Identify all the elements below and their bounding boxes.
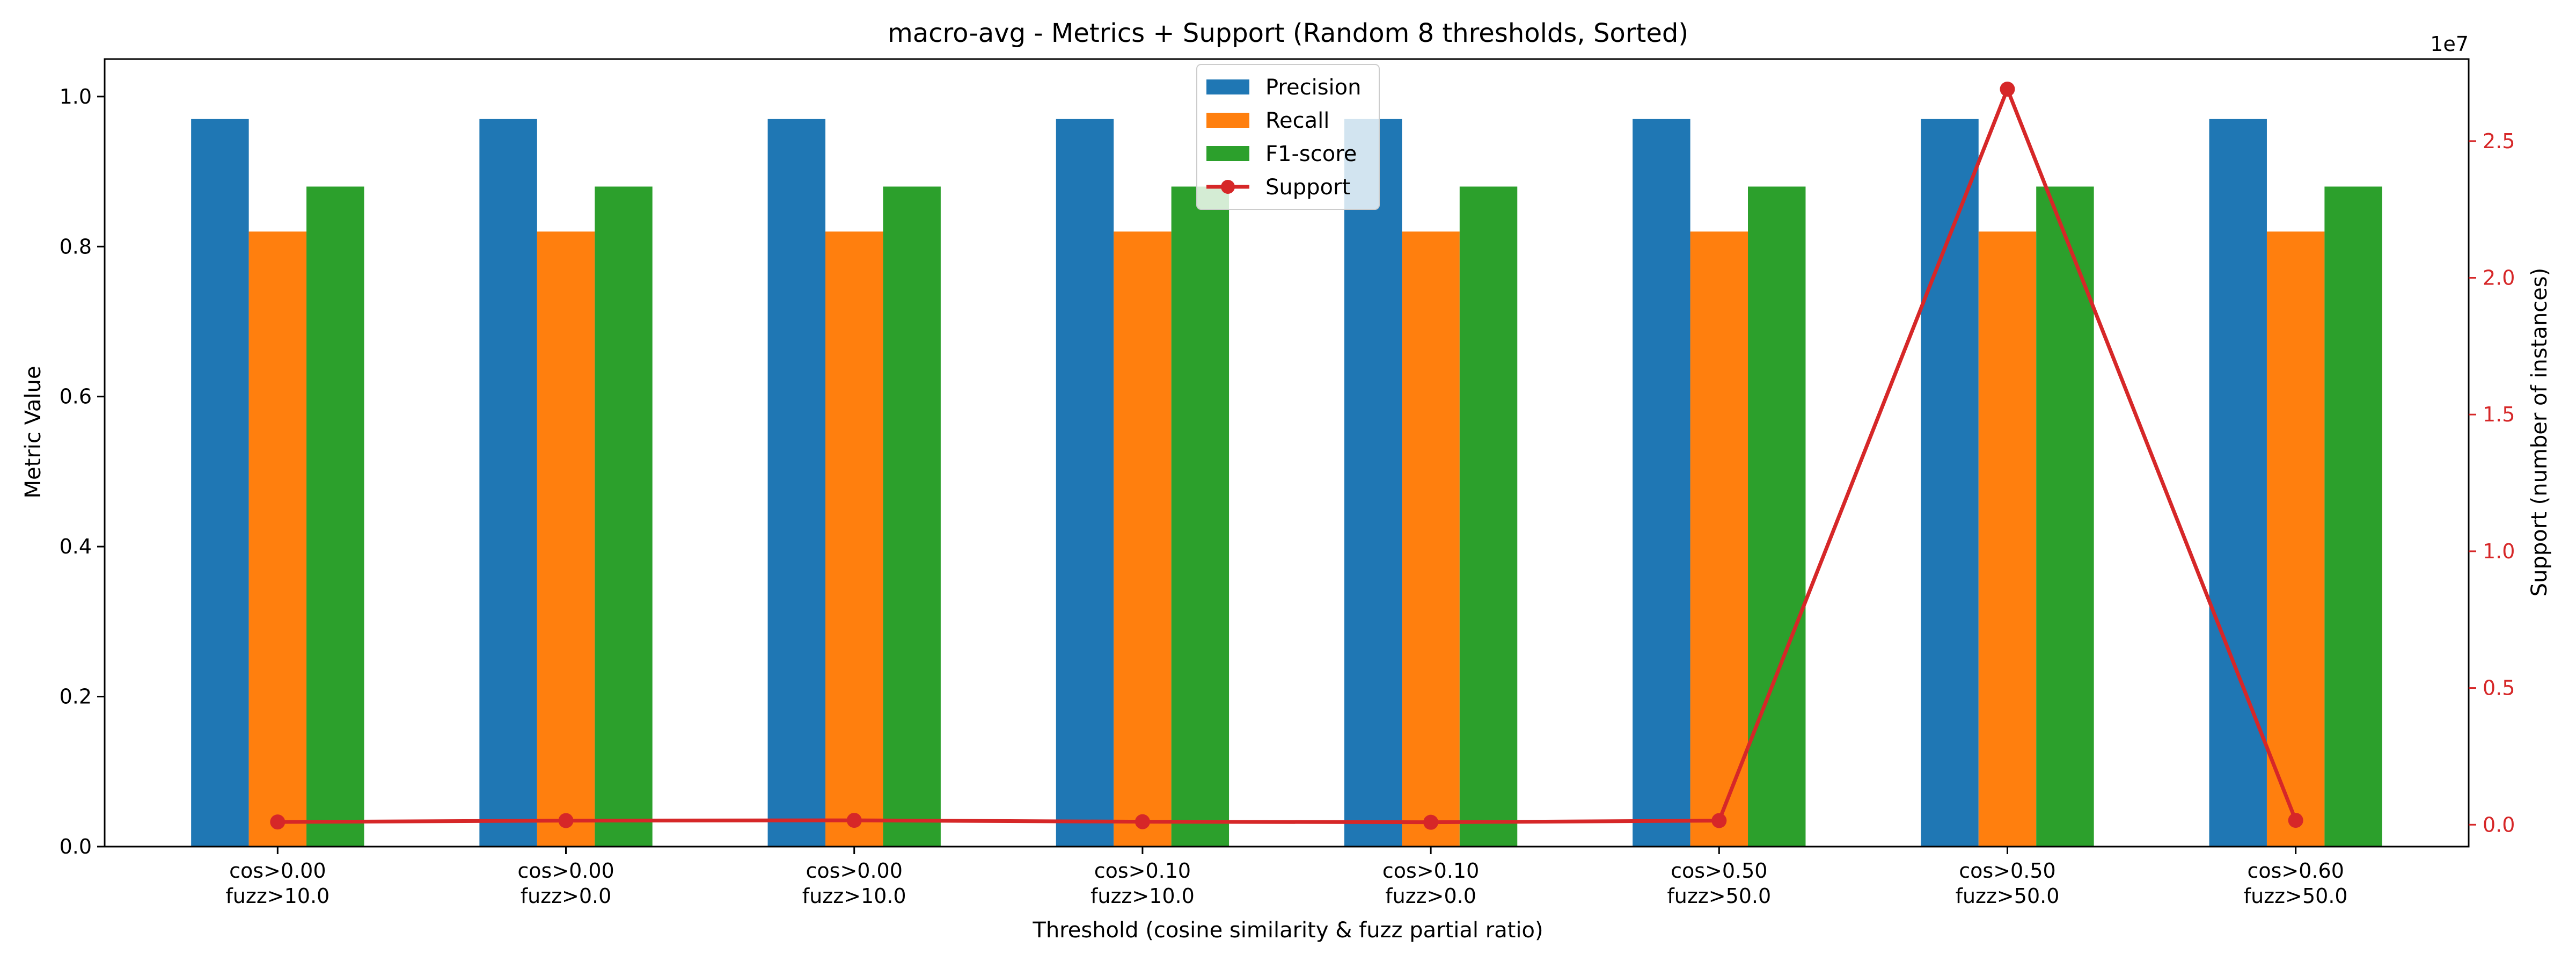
x-tick-label: cos>0.10 <box>1382 859 1479 883</box>
f1-score-bar <box>1748 186 1806 847</box>
legend-label: Precision <box>1265 75 1361 100</box>
y2-offset-text: 1e7 <box>2430 32 2469 56</box>
legend-swatch <box>1206 146 1249 161</box>
x-tick-label: fuzz>10.0 <box>802 884 906 908</box>
support-point <box>558 813 574 828</box>
recall-bar <box>537 231 595 847</box>
f1-score-bar <box>2036 186 2094 847</box>
f1-score-bar <box>306 186 364 847</box>
x-tick-label: cos>0.60 <box>2247 859 2344 883</box>
support-point <box>1711 813 1727 828</box>
x-tick-label: fuzz>50.0 <box>2244 884 2348 908</box>
x-tick-label: fuzz>0.0 <box>1385 884 1476 908</box>
precision-bar <box>479 119 537 847</box>
x-tick-label: fuzz>10.0 <box>225 884 330 908</box>
axes-layer: 0.0 0.2 0.4 0.6 0.8 1.0 0.0 0.5 1.0 1.5 2.0 2.5 cos>… <box>60 58 2515 908</box>
support-point <box>1423 814 1439 830</box>
precision-bar <box>1056 119 1114 847</box>
y-tick-label: 1.0 <box>60 85 92 108</box>
y2-axis-label: Support (number of instances) <box>2527 268 2552 596</box>
y-axis-label: Metric Value <box>21 366 46 499</box>
legend-swatch <box>1206 79 1249 94</box>
x-tick-label: cos>0.00 <box>229 859 326 883</box>
x-tick-label: fuzz>10.0 <box>1091 884 1195 908</box>
legend-box <box>1196 64 1380 210</box>
x-tick-label: cos>0.50 <box>1671 859 1767 883</box>
f1-score-bar <box>595 186 653 847</box>
plot-frame <box>104 58 2470 848</box>
recall-bar <box>1978 231 2037 847</box>
f1-score-bar <box>1459 186 1518 847</box>
legend-label: F1-score <box>1265 142 1357 166</box>
y-tick-label: 0.4 <box>60 535 92 558</box>
x-tick-label: fuzz>0.0 <box>521 884 612 908</box>
y2-tick-label: 1.0 <box>2483 540 2515 563</box>
legend-label: Support <box>1265 175 1350 200</box>
support-point <box>270 814 286 830</box>
y-tick-label: 0.8 <box>60 235 92 258</box>
precision-bar <box>2209 119 2267 847</box>
f1-score-bar <box>883 186 941 847</box>
recall-bar <box>248 231 307 847</box>
precision-bar <box>1344 119 1402 847</box>
support-point <box>2288 813 2303 828</box>
x-axis-label: Threshold (cosine similarity & fuzz part… <box>1032 918 1543 943</box>
y2-tick-label: 2.5 <box>2483 129 2515 153</box>
legend-swatch <box>1206 113 1249 128</box>
support-point <box>846 813 862 828</box>
recall-bar <box>1402 231 1460 847</box>
precision-bar <box>1633 119 1690 847</box>
x-tick-label: cos>0.50 <box>1959 859 2055 883</box>
recall-bar <box>1114 231 1172 847</box>
x-tick-label: cos>0.10 <box>1094 859 1191 883</box>
support-point <box>2000 82 2015 97</box>
precision-bar <box>1921 119 1979 847</box>
legend: Precision Recall F1-score Support <box>1196 64 1380 210</box>
x-tick-label: fuzz>50.0 <box>1956 884 2060 908</box>
x-tick-label: cos>0.00 <box>517 859 614 883</box>
x-tick-label: fuzz>50.0 <box>1667 884 1771 908</box>
y2-tick-label: 0.5 <box>2483 676 2515 700</box>
x-tick-label: cos>0.00 <box>806 859 903 883</box>
recall-bar <box>825 231 883 847</box>
legend-label: Recall <box>1265 108 1329 133</box>
support-point <box>1135 814 1150 829</box>
f1-score-bar <box>2324 186 2382 847</box>
y2-tick-label: 2.0 <box>2483 266 2515 290</box>
precision-bar <box>767 119 825 847</box>
bars-layer <box>191 119 2382 847</box>
y2-tick-label: 0.0 <box>2483 813 2515 836</box>
f1-score-bar <box>1171 186 1230 847</box>
recall-bar <box>1690 231 1748 847</box>
recall-bar <box>2266 231 2325 847</box>
y-tick-label: 0.6 <box>60 385 92 409</box>
legend-marker <box>1221 180 1235 194</box>
y-tick-label: 0.2 <box>60 685 92 709</box>
precision-bar <box>191 119 249 847</box>
support-line <box>277 87 2297 825</box>
support-line-layer <box>270 82 2303 830</box>
chart-title: macro-avg - Metrics + Support (Random 8 … <box>888 18 1688 48</box>
y-tick-label: 0.0 <box>60 835 92 858</box>
y2-tick-label: 1.5 <box>2483 403 2515 426</box>
